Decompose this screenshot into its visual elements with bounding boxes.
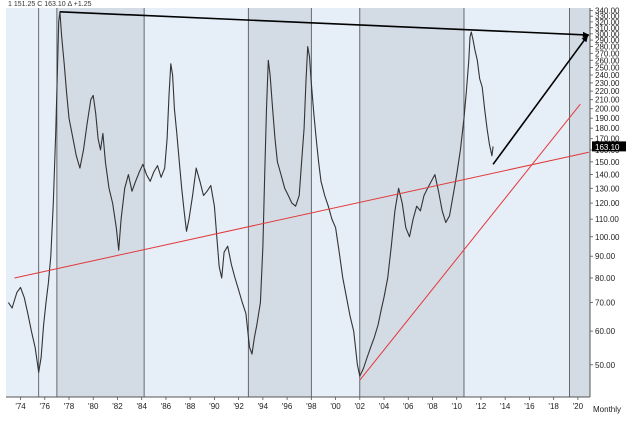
price-series — [7, 11, 494, 377]
x-tick-label: '82 — [112, 402, 123, 411]
y-tick-label: 300.00 — [595, 30, 620, 39]
y-tick-label: 270.00 — [595, 49, 620, 58]
shaded-range — [56, 8, 145, 397]
y-tick-label: 340.00 — [595, 7, 620, 16]
x-tick-label: '06 — [403, 402, 414, 411]
x-tick-label: '86 — [161, 402, 172, 411]
y-tick-label: 130.00 — [595, 184, 620, 193]
y-axis: 50.00 60.00 70.00 80.00 90.00 100.00 110.00 120… — [589, 7, 620, 397]
x-tick-label: '84 — [136, 402, 147, 411]
x-tick-label: '78 — [64, 402, 75, 411]
vertical-lines — [38, 8, 570, 397]
x-tick-label: '92 — [233, 402, 244, 411]
x-tick-label: '14 — [500, 402, 511, 411]
y-tick-label: 150.00 — [595, 158, 620, 167]
y-tick-label: 280.00 — [595, 43, 620, 52]
x-tick-label: '76 — [40, 402, 51, 411]
y-tick-label: 120.00 — [595, 199, 620, 208]
y-tick-label: 140.00 — [595, 171, 620, 180]
shaded-range — [569, 8, 590, 397]
y-tick-label: 90.00 — [595, 252, 616, 261]
shaded-range — [359, 8, 464, 397]
y-tick-label: 240.00 — [595, 71, 620, 80]
header-info: 1 151.25 C 163.10 Δ +1.25 — [8, 1, 92, 8]
y-tick-label: 60.00 — [595, 327, 616, 336]
x-tick-label: '96 — [282, 402, 293, 411]
y-tick-label: 210.00 — [595, 96, 620, 105]
y-tick-label: 80.00 — [595, 274, 616, 283]
x-tick-label: '12 — [476, 402, 487, 411]
x-tick-label: '18 — [548, 402, 559, 411]
x-tick-label: '04 — [379, 402, 390, 411]
y-tick-label: 190.00 — [595, 114, 620, 123]
y-tick-label: 180.00 — [595, 124, 620, 133]
y-tick-label: 310.00 — [595, 24, 620, 33]
y-tick-label: 170.00 — [595, 135, 620, 144]
x-tick-label: '16 — [524, 402, 535, 411]
y-tick-label: 200.00 — [595, 105, 620, 114]
trendline — [14, 151, 589, 279]
x-tick-label: '80 — [88, 402, 99, 411]
x-axis: '74 '76 '78 '80 '82 '84 '86 '88 '90 '92 '94 '96 '98 '… — [6, 396, 590, 411]
y-tick-label: 250.00 — [595, 63, 620, 72]
x-tick-label: '90 — [209, 402, 220, 411]
y-tick-label: 70.00 — [595, 299, 616, 308]
x-tick-label: '88 — [185, 402, 196, 411]
trendlines — [14, 10, 590, 381]
x-tick-label: '74 — [15, 402, 26, 411]
x-tick-label: '10 — [452, 402, 463, 411]
y-tick-label: 260.00 — [595, 56, 620, 65]
y-tick-label: 110.00 — [595, 215, 619, 224]
y-tick-label: 230.00 — [595, 79, 620, 88]
last-price-marker: 163.10 — [592, 141, 626, 152]
last-price-badge — [592, 141, 626, 152]
x-tick-label: '08 — [427, 402, 438, 411]
x-tick-label: '02 — [355, 402, 366, 411]
shaded-range — [248, 8, 312, 397]
y-tick-label: 330.00 — [595, 12, 620, 21]
x-tick-label: '98 — [306, 402, 317, 411]
x-tick-label: '00 — [330, 402, 341, 411]
y-tick-label: 320.00 — [595, 18, 620, 27]
frequency-label: Monthly — [593, 405, 621, 414]
y-tick-label: 100.00 — [595, 233, 620, 242]
trendline — [359, 103, 581, 381]
y-tick-label: 220.00 — [595, 87, 620, 96]
x-tick-label: '20 — [573, 402, 584, 411]
y-tick-label: 50.00 — [595, 361, 616, 370]
trendline — [492, 34, 589, 165]
y-tick-label: 290.00 — [595, 36, 620, 45]
series-line — [7, 11, 494, 377]
shaded-regions — [56, 8, 590, 397]
last-price-label: 163.10 — [595, 143, 620, 152]
trendline — [59, 10, 590, 38]
x-tick-label: '94 — [258, 402, 269, 411]
